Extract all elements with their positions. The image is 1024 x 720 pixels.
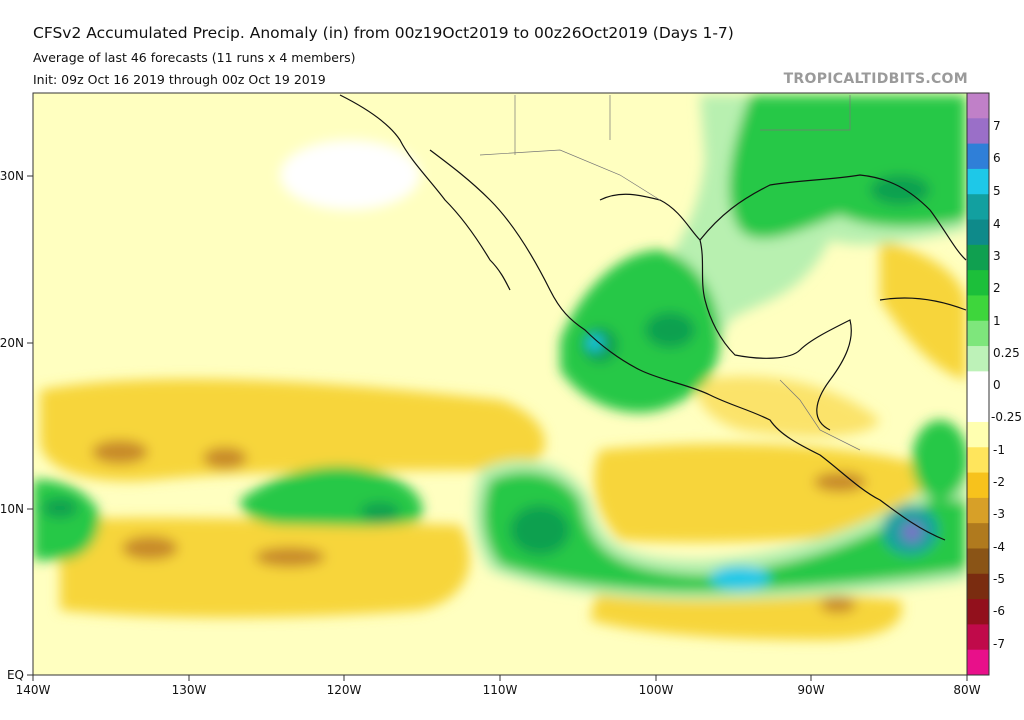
lon-label: 110W xyxy=(483,683,518,697)
coastlines xyxy=(339,94,967,541)
colorbar-swatch xyxy=(967,497,989,524)
init-time-label: Init: 09z Oct 16 2019 through 00z Oct 19… xyxy=(33,72,326,87)
colorbar-label: 6 xyxy=(993,151,1001,165)
colorbar-swatch xyxy=(967,320,989,347)
colorbar-swatch xyxy=(967,244,989,271)
lon-label: 90W xyxy=(797,683,824,697)
colorbar-swatch xyxy=(967,118,989,145)
colorbar-swatch xyxy=(967,421,989,448)
anomaly-shading xyxy=(33,95,967,640)
colorbar-swatch xyxy=(967,346,989,372)
lon-label: 80W xyxy=(953,683,980,697)
colorbar-swatch xyxy=(967,548,989,575)
lat-label: EQ xyxy=(7,668,24,682)
colorbar-swatch xyxy=(967,168,989,195)
map-title: CFSv2 Accumulated Precip. Anomaly (in) f… xyxy=(33,24,734,42)
admin-borders xyxy=(479,95,861,451)
colorbar-swatch xyxy=(967,649,989,676)
colorbar-label: 7 xyxy=(993,119,1001,133)
colorbar-label: 2 xyxy=(993,281,1001,295)
colorbar-label: -2 xyxy=(993,475,1005,489)
colorbar-swatch xyxy=(967,472,989,499)
colorbar-swatch xyxy=(967,143,989,170)
colorbar-label: -5 xyxy=(993,572,1005,586)
lat-label: 10N xyxy=(0,502,24,516)
colorbar-swatch xyxy=(967,523,989,549)
colorbar-labels: 7 6 5 4 3 2 1 0.25 0 -0.25 -1 -2 -3 -4 -… xyxy=(991,119,1022,651)
colorbar xyxy=(967,93,989,676)
colorbar-label: 0 xyxy=(993,378,1001,392)
brand-watermark: TROPICALTIDBITS.COM xyxy=(783,71,968,87)
axis-ticks xyxy=(27,175,968,681)
colorbar-label: 3 xyxy=(993,249,1001,263)
colorbar-swatch xyxy=(967,93,989,119)
colorbar-swatch xyxy=(967,599,989,625)
lat-labels: 30N 20N 10N EQ xyxy=(0,169,24,682)
colorbar-label: -6 xyxy=(993,604,1005,618)
colorbar-label: -7 xyxy=(993,637,1005,651)
map-subtitle: Average of last 46 forecasts (11 runs x … xyxy=(33,50,356,65)
colorbar-swatch xyxy=(967,295,989,322)
colorbar-swatch xyxy=(967,219,989,246)
colorbar-swatch xyxy=(967,194,989,221)
lon-label: 100W xyxy=(639,683,674,697)
colorbar-label: 1 xyxy=(993,314,1001,328)
colorbar-label: 5 xyxy=(993,184,1001,198)
colorbar-label: 4 xyxy=(993,217,1001,231)
colorbar-label: -3 xyxy=(993,507,1005,521)
lon-label: 140W xyxy=(16,683,51,697)
colorbar-swatch xyxy=(967,396,989,423)
map-field xyxy=(33,93,967,675)
colorbar-swatch xyxy=(967,447,989,474)
colorbar-label: -0.25 xyxy=(991,410,1022,424)
colorbar-label: -4 xyxy=(993,540,1005,554)
colorbar-label: -1 xyxy=(993,443,1005,457)
lat-label: 20N xyxy=(0,336,24,350)
lon-label: 120W xyxy=(327,683,362,697)
lon-labels: 140W 130W 120W 110W 100W 90W 80W xyxy=(16,683,981,697)
colorbar-swatch xyxy=(967,270,989,296)
colorbar-swatch xyxy=(967,624,989,651)
colorbar-swatch xyxy=(967,573,989,600)
lat-label: 30N xyxy=(0,169,24,183)
lon-label: 130W xyxy=(172,683,207,697)
colorbar-label: 0.25 xyxy=(993,346,1020,360)
colorbar-frame xyxy=(966,92,990,676)
colorbar-swatch xyxy=(967,371,989,398)
